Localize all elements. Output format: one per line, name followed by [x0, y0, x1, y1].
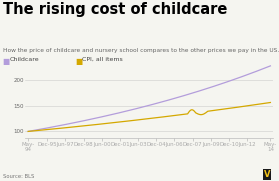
- Text: ■: ■: [75, 57, 83, 66]
- Text: Childcare: Childcare: [10, 57, 39, 62]
- Text: ■: ■: [3, 57, 10, 66]
- Text: How the price of childcare and nursery school compares to the other prices we pa: How the price of childcare and nursery s…: [3, 48, 279, 53]
- Text: CPI, all items: CPI, all items: [82, 57, 123, 62]
- Text: Source: BLS: Source: BLS: [3, 174, 34, 179]
- Text: The rising cost of childcare: The rising cost of childcare: [3, 2, 227, 17]
- Text: V: V: [264, 170, 271, 179]
